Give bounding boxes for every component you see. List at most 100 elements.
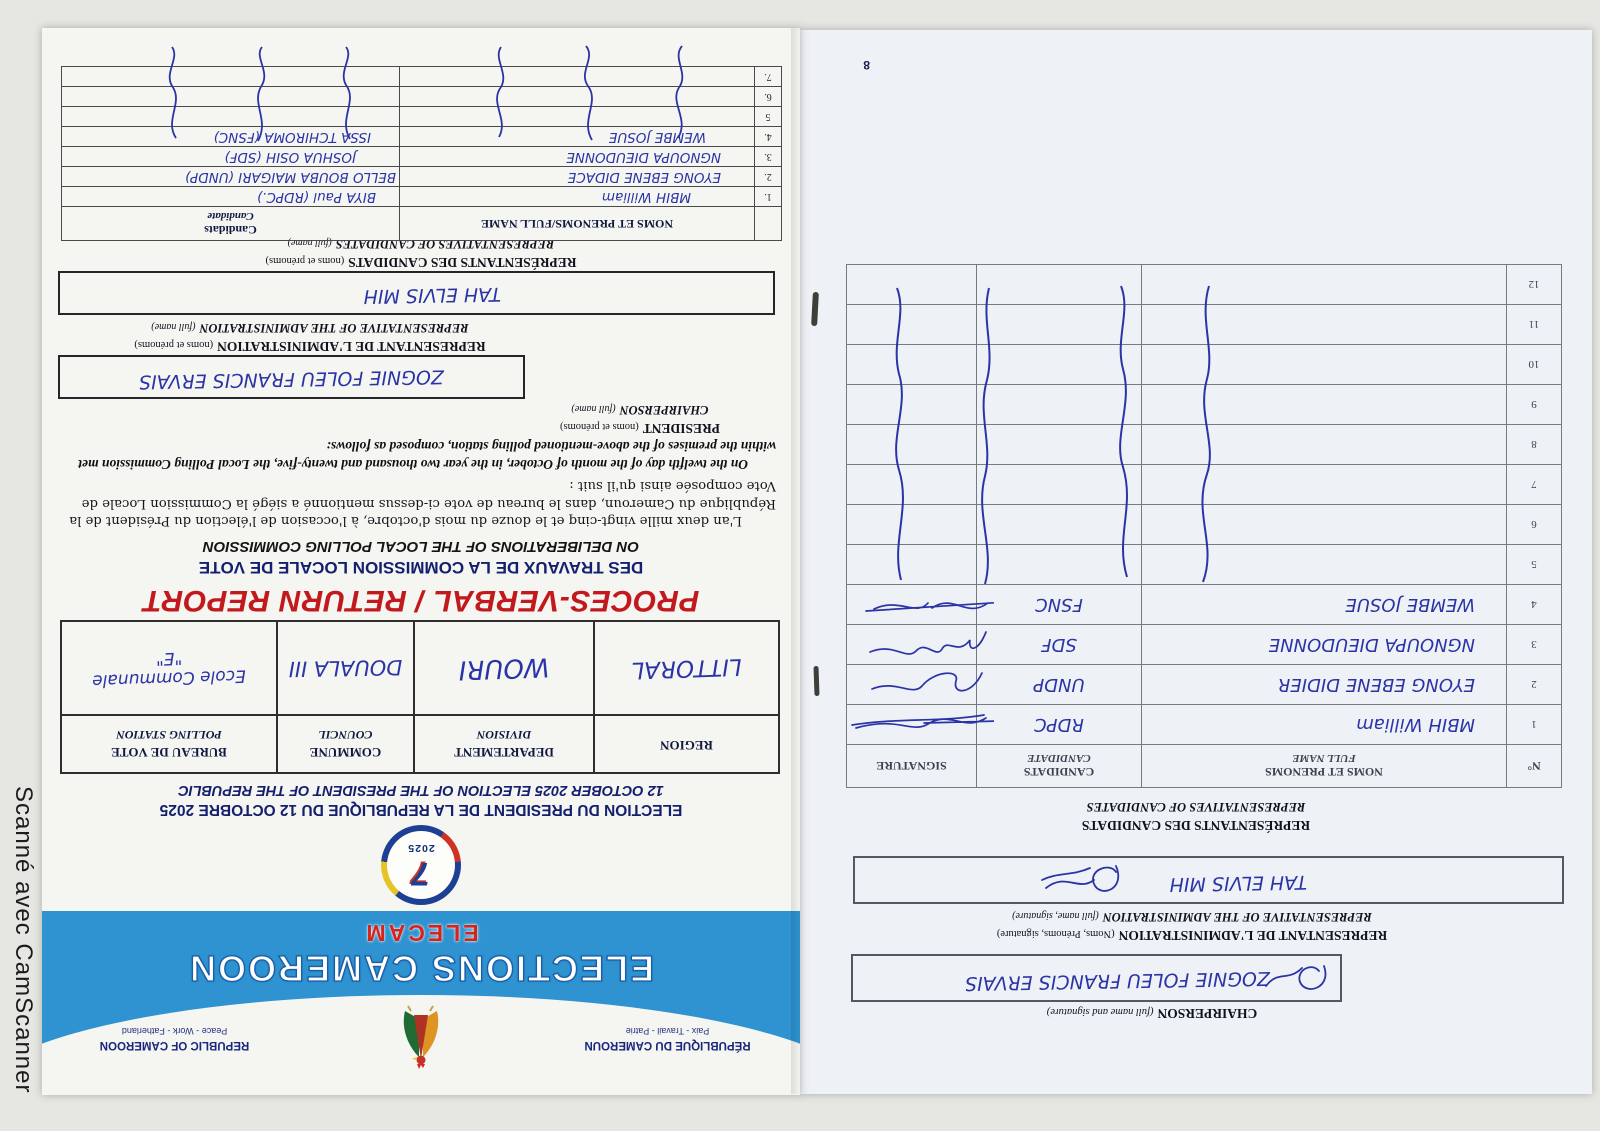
rep-name-handwritten: MBIH William <box>1356 714 1475 735</box>
rep-candidate-handwritten: FSNC <box>1035 594 1083 615</box>
table-row: 5 <box>846 544 1562 585</box>
candidates-reps-heading-fr: REPRÉSENTANTS DES CANDIDATS <box>348 255 577 270</box>
admin-rep-note-en: (full name, signature) <box>1012 910 1099 921</box>
col-header-candidats: Candidats <box>204 223 257 237</box>
admin-rep-label-en: REPRESENTATIVE OF THE ADMINISTRATION <box>1102 910 1372 924</box>
row-number: 2 <box>1506 664 1562 705</box>
president-label-en: CHAIRPERSON <box>619 403 709 417</box>
col-header-bureau-de-vote: BUREAU DE VOTE <box>111 745 227 761</box>
election-title-en: 12 OCTOBER 2025 ELECTION OF THE PRESIDEN… <box>178 782 664 798</box>
col-header-departement: DEPARTEMENT <box>454 745 554 761</box>
col-header-number: N° <box>1527 759 1541 774</box>
table-row: 1 MBIH William RDPC <box>846 704 1562 745</box>
rep-candidate-handwritten: BIYA Paul (RDPC.) <box>256 189 376 205</box>
election-title-fr: ELECTION DU PRESIDENT DE LA REPUBLIQUE D… <box>159 801 683 818</box>
col-header-polling-station: POLLING STATION <box>116 728 222 743</box>
table-row: 4. WEMBE JOSUE ISSA TCHIROMA (FSNC) <box>61 126 782 147</box>
republic-block-fr: RÉPUBLIQUE DU CAMEROUN Paix - Travail - … <box>565 1026 770 1051</box>
signatures-page-content: CHAIRPERSON (full name and signature) ZO… <box>800 30 1592 1094</box>
chairperson-signature-box: ZOGNIE FOLEU FRANCIS ERVAIS <box>851 954 1342 1002</box>
country-title-en: REPUBLIC OF CAMEROON <box>99 1039 250 1051</box>
row-number: 5 <box>1506 544 1562 585</box>
candidates-reps-heading-fr: REPRÉSENTANTS DES CANDIDATS <box>1081 818 1311 833</box>
admin-rep-name-handwritten: TAH ELVIS MIH <box>1169 870 1308 896</box>
president-name-handwritten: ZOGNIE FOLEU FRANCIS ERVAIS <box>138 365 445 393</box>
rep-name-handwritten: NGNOUPA DIEUDONNE <box>566 149 721 165</box>
row-number: 12 <box>1506 264 1562 305</box>
table-row: 1. MBIH William BIYA Paul (RDPC.) <box>61 186 782 207</box>
table-row: 6 <box>846 504 1562 545</box>
table-row: 12 <box>846 264 1562 305</box>
report-subtitle-fr: DES TRAVAUX DE LA COMMISSION LOCALE DE V… <box>198 558 644 577</box>
row-number: 1. <box>754 186 782 207</box>
location-values-row: LITTORAL WOURI DOUALA III Ecole Communal… <box>61 621 779 715</box>
col-header-signature: SIGNATURE <box>876 759 947 774</box>
col-header-name-fr: NOMS ET PRENOMS <box>1265 765 1383 780</box>
row-number: 4 <box>1506 584 1562 625</box>
admin-rep-note-fr: (Noms, Prénoms, signature) <box>996 928 1115 939</box>
col-header-candidate-fr: CANDIDATS <box>1023 765 1095 780</box>
preamble-fr: L'an deux mille vingt-cinq et le douze d… <box>69 478 776 528</box>
table-row: 10 <box>846 344 1562 385</box>
president-note-fr: (noms et prénoms) <box>559 421 639 432</box>
rep-candidate-handwritten: RDPC <box>1034 714 1084 735</box>
location-table: REGION DEPARTEMENT DIVISION COMMUNE COUN… <box>60 620 780 774</box>
candidates-reps-heading-en: REPRESENTATIVES OF CANDIDATES <box>1086 800 1306 814</box>
table-row: 3. NGNOUPA DIEUDONNE JOSHUA OSIH (SDF) <box>61 146 782 167</box>
col-header-full-name: NOMS ET PRENOMS/FULL NAME <box>480 217 674 231</box>
admin-label: REPRESENTANT DE L'ADMINISTRATION (noms e… <box>70 319 550 355</box>
row-number: 6. <box>754 86 782 107</box>
admin-rep-label-fr: REPRESENTANT DE L'ADMINISTRATION <box>1118 928 1388 943</box>
report-title: PROCES-VERBAL / RETURN REPORT <box>142 584 700 617</box>
motto-en: Peace - Work - Fatherland <box>121 1026 228 1036</box>
location-header-row: REGION DEPARTEMENT DIVISION COMMUNE COUN… <box>61 715 779 773</box>
rep-name-handwritten: EYONG EBENE DIDACE <box>567 169 721 185</box>
candidates-reps-heading: REPRÉSENTANTS DES CANDIDATS REPRESENTATI… <box>800 798 1592 834</box>
preamble-en: On the twelfth day of the month of Octob… <box>78 439 776 472</box>
admin-note-en: (full name) <box>151 321 196 332</box>
country-title-fr: RÉPUBLIQUE DU CAMEROUN <box>584 1039 751 1051</box>
page-number: 8 <box>863 58 870 72</box>
admin-label-fr: REPRESENTANT DE L'ADMINISTRATION <box>217 339 486 354</box>
camscanner-watermark: Scanné avec CamScanner <box>10 786 37 1094</box>
table-row: 7 <box>846 464 1562 505</box>
row-number: 5 <box>754 106 782 127</box>
admin-note-fr: (noms et prénoms) <box>134 339 214 350</box>
row-number: 9 <box>1506 384 1562 425</box>
col-header-region: REGION <box>660 738 713 753</box>
col-header-council: COUNCIL <box>318 728 373 743</box>
rep-name-handwritten: WEMBE JOSUE <box>1345 594 1475 615</box>
rep-candidate-handwritten: ISSA TCHIROMA (FSNC) <box>213 129 371 145</box>
region-value-handwritten: LITTORAL <box>630 653 743 683</box>
rep-name-handwritten: NGNOUPA DIEUDONNE <box>1268 634 1475 655</box>
council-value-handwritten: DOUALA III <box>288 655 403 681</box>
row-number: 3 <box>1506 624 1562 665</box>
rep-candidate-handwritten: BELLO BOUBA MAIGARI (UNDP) <box>184 169 396 185</box>
table-row: 3 NGNOUPA DIEUDONNE SDF <box>846 624 1562 665</box>
col-header-candidate-en: CANDIDATE <box>1027 752 1091 765</box>
rep-candidate-handwritten: SDF <box>1041 634 1077 655</box>
page-gutter-shadow <box>791 28 803 1094</box>
chairperson-name-handwritten: ZOGNIE FOLEU FRANCIS ERVAIS <box>964 966 1271 995</box>
chairperson-label: CHAIRPERSON (full name and signature) <box>872 1004 1432 1022</box>
motto-fr: Paix - Travail - Patrie <box>625 1026 710 1036</box>
republic-block-en: REPUBLIC OF CAMEROON Peace - Work - Fath… <box>72 1026 277 1051</box>
table-row: 2 EYONG EBENE DIDIER UNDP <box>846 664 1562 705</box>
row-number: 6 <box>1506 504 1562 545</box>
elecam-2025-seal-icon: 7 2025 <box>381 825 461 905</box>
table-row: 11 <box>846 304 1562 345</box>
report-subtitle-en: ON DELIBERATIONS OF THE LOCAL POLLING CO… <box>202 538 640 555</box>
rep-candidate-handwritten: JOSHUA OSIH (SDF) <box>224 149 356 165</box>
president-label-fr: PRESIDENT <box>642 421 721 436</box>
table-row: 2. EYONG EBENE DIDACE BELLO BOUBA MAIGAR… <box>61 166 782 187</box>
candidates-reps-table: NOMS ET PRENOMS/FULL NAME Candidats Cand… <box>61 66 782 241</box>
rep-name-handwritten: MBIH William <box>601 189 691 205</box>
president-label: PRESIDENT (noms et prénoms) CHAIRPERSON … <box>490 401 790 437</box>
row-number: 7. <box>754 66 782 87</box>
candidates-reps-signature-table: N° NOMS ET PRENOMS FULL NAME CANDIDATS C… <box>846 264 1562 788</box>
rooster-mascot-icon <box>403 1005 439 1069</box>
col-header-candidate: Candidate <box>207 210 254 222</box>
chairperson-label-note: (full name and signature) <box>1046 1006 1154 1017</box>
table-row: 9 <box>846 384 1562 425</box>
rep-name-handwritten: WEMBE JOSUE <box>608 129 706 145</box>
